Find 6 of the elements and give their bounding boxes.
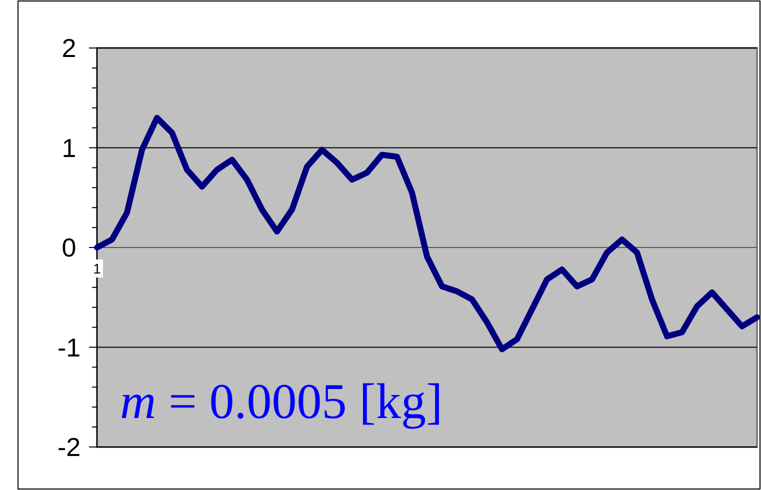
- y-tick-label: 0: [62, 232, 76, 263]
- y-tick-label: -1: [57, 332, 81, 362]
- y-tick-label: -2: [57, 432, 81, 462]
- y-tick-label: 1: [62, 132, 76, 163]
- annotation: m = 0.0005 [kg]: [120, 373, 443, 429]
- y-tick-label: 2: [62, 33, 76, 64]
